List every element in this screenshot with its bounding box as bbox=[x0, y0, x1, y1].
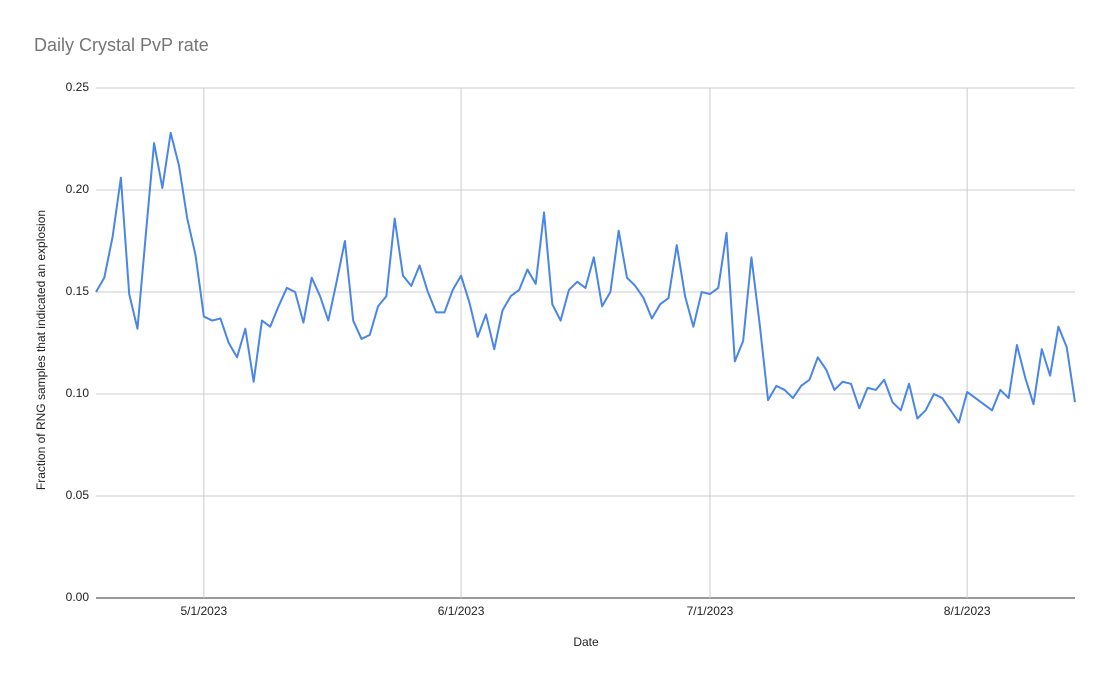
x-tick-label: 6/1/2023 bbox=[438, 604, 485, 618]
x-tick-label: 5/1/2023 bbox=[180, 604, 227, 618]
y-tick-label: 0.20 bbox=[66, 182, 90, 196]
y-tick-label: 0.15 bbox=[66, 284, 90, 298]
y-tick-label: 0.00 bbox=[66, 590, 90, 604]
y-axis-label: Fraction of RNG samples that indicated a… bbox=[34, 210, 48, 490]
y-tick-label: 0.25 bbox=[66, 80, 90, 94]
y-tick-label: 0.05 bbox=[66, 488, 90, 502]
x-tick-label: 7/1/2023 bbox=[687, 604, 734, 618]
data-line bbox=[95, 131, 1076, 424]
x-axis-label: Date bbox=[573, 635, 599, 649]
x-tick-label: 8/1/2023 bbox=[944, 604, 991, 618]
chart-title: Daily Crystal PvP rate bbox=[34, 35, 209, 55]
y-tick-label: 0.10 bbox=[66, 386, 90, 400]
